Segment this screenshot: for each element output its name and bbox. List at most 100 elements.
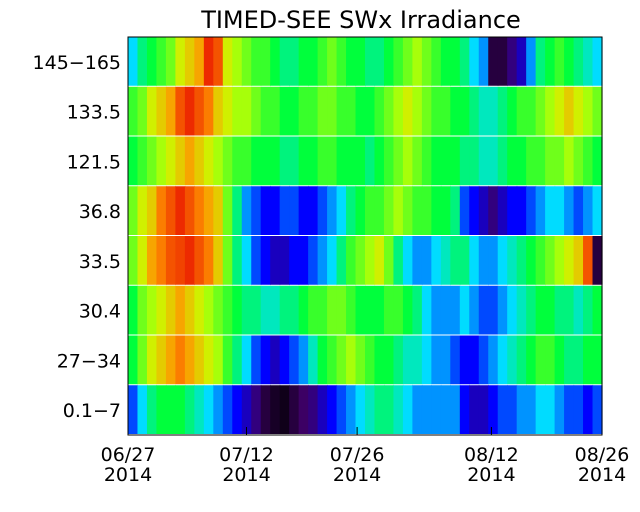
heatmap-cell bbox=[374, 86, 385, 136]
heatmap-cell bbox=[165, 335, 176, 385]
heatmap-cell bbox=[583, 136, 594, 186]
heatmap-cell bbox=[298, 37, 309, 86]
heatmap-cell bbox=[488, 136, 499, 186]
heatmap-cell bbox=[298, 136, 309, 186]
heatmap-cell bbox=[440, 335, 451, 385]
heatmap-cell bbox=[431, 186, 442, 235]
y-axis-label: 145−165 bbox=[33, 52, 121, 74]
heatmap-cell bbox=[156, 285, 167, 335]
heatmap-cell bbox=[393, 385, 404, 434]
heatmap-cell bbox=[213, 86, 224, 136]
heatmap-cell bbox=[469, 186, 480, 235]
heatmap-cell bbox=[402, 236, 413, 285]
heatmap-cell bbox=[450, 136, 461, 186]
heatmap-cell bbox=[232, 285, 243, 335]
heatmap-cell bbox=[383, 136, 395, 186]
heatmap-cell bbox=[222, 37, 233, 86]
heatmap-cell bbox=[241, 86, 252, 136]
heatmap-cell bbox=[592, 385, 603, 434]
heatmap-cell bbox=[592, 136, 603, 186]
heatmap-cell bbox=[402, 186, 413, 235]
heatmap-cell bbox=[412, 186, 423, 235]
heatmap-cell bbox=[251, 136, 262, 186]
heatmap-cell bbox=[469, 285, 480, 335]
heatmap-cell bbox=[431, 385, 442, 434]
heatmap-cell bbox=[260, 86, 271, 136]
heatmap-cell bbox=[184, 285, 195, 335]
heatmap-cell bbox=[336, 37, 347, 86]
heatmap-cell bbox=[175, 335, 186, 385]
heatmap-cell bbox=[459, 37, 470, 86]
heatmap-cell bbox=[146, 285, 158, 335]
heatmap-cell bbox=[251, 285, 262, 335]
heatmap-cell bbox=[393, 335, 404, 385]
heatmap-cell bbox=[374, 285, 385, 335]
heatmap-cell bbox=[412, 37, 423, 86]
heatmap-cell bbox=[279, 37, 290, 86]
heatmap-cell bbox=[545, 285, 556, 335]
heatmap-cell bbox=[402, 136, 413, 186]
heatmap-cell bbox=[222, 285, 233, 335]
heatmap-cell bbox=[554, 385, 565, 434]
heatmap-cell bbox=[564, 37, 575, 86]
heatmap-cell bbox=[450, 385, 461, 434]
heatmap-cell bbox=[156, 86, 167, 136]
heatmap-cell bbox=[383, 335, 395, 385]
heatmap-cell bbox=[298, 335, 309, 385]
heatmap-cell bbox=[175, 186, 186, 235]
heatmap-cell bbox=[213, 37, 224, 86]
heatmap-cell bbox=[194, 186, 205, 235]
heatmap-cell bbox=[383, 86, 395, 136]
heatmap-cell bbox=[260, 335, 271, 385]
heatmap-cell bbox=[270, 186, 281, 235]
heatmap-cell bbox=[583, 385, 594, 434]
heatmap-cell bbox=[592, 37, 603, 86]
heatmap-cell bbox=[137, 285, 148, 335]
heatmap-cell bbox=[241, 136, 252, 186]
x-tick-label-year: 2014 bbox=[333, 464, 381, 486]
heatmap-cell bbox=[526, 285, 537, 335]
heatmap-cell bbox=[564, 335, 575, 385]
heatmap-cell bbox=[346, 186, 357, 235]
heatmap-cell bbox=[469, 236, 480, 285]
heatmap-cell bbox=[317, 236, 328, 285]
heatmap-cell bbox=[346, 236, 357, 285]
heatmap-cell bbox=[213, 285, 224, 335]
heatmap-cell bbox=[421, 335, 432, 385]
heatmap-cell bbox=[383, 236, 395, 285]
heatmap-cell bbox=[488, 236, 499, 285]
heatmap-cell bbox=[564, 236, 575, 285]
heatmap-cell bbox=[374, 236, 385, 285]
heatmap-cell bbox=[497, 37, 508, 86]
heatmap-cell bbox=[507, 285, 518, 335]
heatmap-cell bbox=[175, 236, 186, 285]
heatmap-cell bbox=[431, 236, 442, 285]
heatmap-cell bbox=[440, 37, 451, 86]
heatmap-cell bbox=[260, 186, 271, 235]
heatmap-cell bbox=[146, 186, 158, 235]
heatmap-cell bbox=[355, 86, 366, 136]
heatmap-cell bbox=[440, 86, 451, 136]
heatmap-cell bbox=[421, 285, 432, 335]
heatmap-cell bbox=[545, 86, 556, 136]
heatmap-cell bbox=[497, 86, 508, 136]
heatmap-cell bbox=[355, 236, 366, 285]
heatmap-cell bbox=[165, 86, 176, 136]
heatmap-cell bbox=[241, 37, 252, 86]
heatmap-cell bbox=[232, 335, 243, 385]
heatmap-cell bbox=[365, 86, 376, 136]
heatmap-cell bbox=[213, 236, 224, 285]
heatmap-cell bbox=[535, 335, 546, 385]
heatmap-cell bbox=[317, 385, 328, 434]
heatmap-cell bbox=[137, 37, 148, 86]
heatmap-cell bbox=[450, 186, 461, 235]
heatmap-cell bbox=[251, 236, 262, 285]
heatmap-cell bbox=[203, 335, 214, 385]
x-tick-label-date: 06/27 bbox=[101, 444, 156, 466]
heatmap-cell bbox=[298, 236, 309, 285]
heatmap-cell bbox=[327, 136, 338, 186]
heatmap-cell bbox=[260, 285, 271, 335]
heatmap-cell bbox=[308, 385, 319, 434]
heatmap-cell bbox=[488, 86, 499, 136]
y-axis-label: 121.5 bbox=[67, 151, 121, 173]
